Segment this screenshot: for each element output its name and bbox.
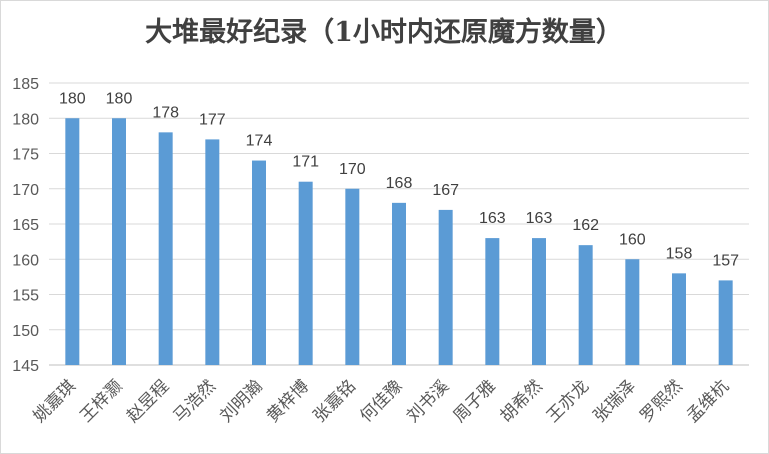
data-label: 171: [292, 154, 319, 171]
data-label: 180: [59, 90, 86, 107]
y-tick-label: 165: [12, 217, 39, 234]
x-category-label: 王梓灏: [76, 376, 126, 426]
y-tick-label: 170: [12, 182, 39, 199]
data-label: 168: [386, 175, 413, 192]
x-category-label: 黄梓博: [263, 376, 313, 426]
y-tick-label: 150: [12, 323, 39, 340]
data-labels: 180 180 178 177 174 171 170 168 167 163 163 162 160 1…: [59, 90, 739, 269]
data-label: 163: [526, 210, 553, 227]
x-axis-categories: 姚嘉琪王梓灏赵昱程马浩然刘明瀚黄梓博张嘉铭何佳豫刘书溪周子雅胡希然王亦龙张瑞泽罗…: [30, 376, 734, 426]
bar: [345, 188, 360, 365]
data-label: 177: [199, 111, 226, 128]
y-axis-ticks: 145 150 155 160 165 170 175 180 185: [12, 76, 39, 375]
bars: [65, 118, 733, 365]
data-label: 162: [572, 217, 599, 234]
bar: [65, 118, 80, 365]
bar: [532, 238, 546, 365]
data-label: 158: [666, 245, 693, 262]
x-category-label: 马浩然: [170, 376, 220, 426]
y-tick-label: 160: [12, 252, 39, 269]
x-category-label: 孟维杭: [683, 376, 733, 426]
x-category-label: 姚嘉琪: [30, 376, 80, 426]
x-category-label: 刘书溪: [403, 376, 453, 426]
data-label: 178: [152, 104, 179, 121]
y-tick-label: 155: [12, 288, 39, 305]
y-tick-label: 175: [12, 147, 39, 164]
bar: [112, 118, 126, 365]
x-category-label: 刘明瀚: [216, 376, 266, 426]
data-label: 157: [712, 252, 739, 269]
x-category-label: 张嘉铭: [310, 376, 360, 426]
bar: [718, 280, 733, 365]
chart-title: 大堆最好纪录（1小时内还原魔方数量）: [145, 16, 623, 48]
x-category-label: 王亦龙: [543, 376, 593, 426]
x-category-label: 赵昱程: [123, 376, 173, 426]
bar: [672, 273, 686, 365]
x-category-label: 张瑞泽: [590, 376, 640, 426]
x-category-label: 周子雅: [450, 376, 500, 426]
y-tick-label: 145: [12, 358, 39, 375]
bar: [625, 259, 640, 365]
data-label: 174: [246, 133, 273, 150]
data-label: 180: [106, 90, 133, 107]
data-label: 170: [339, 161, 366, 178]
x-category-label: 胡希然: [496, 376, 546, 426]
bar: [298, 181, 313, 365]
data-label: 160: [619, 231, 646, 248]
data-label: 167: [432, 182, 459, 199]
data-label: 163: [479, 210, 506, 227]
bar: [205, 139, 220, 365]
bar: [158, 132, 173, 365]
bar: [438, 209, 453, 365]
bar: [578, 245, 593, 365]
x-category-label: 何佳豫: [356, 376, 406, 426]
y-tick-label: 180: [12, 111, 39, 128]
y-tick-label: 185: [12, 76, 39, 93]
bar: [485, 238, 500, 365]
bar: [392, 202, 406, 365]
x-category-label: 罗熙然: [636, 376, 686, 426]
bar: [252, 160, 266, 365]
